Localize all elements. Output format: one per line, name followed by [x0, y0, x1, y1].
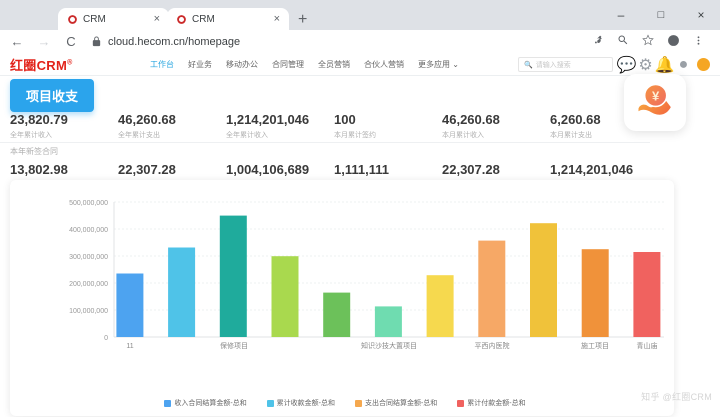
- svg-text:500,000,000: 500,000,000: [69, 200, 108, 207]
- svg-text:100,000,000: 100,000,000: [69, 308, 108, 315]
- svg-text:平西内医院: 平西内医院: [475, 341, 510, 350]
- svg-text:300,000,000: 300,000,000: [69, 254, 108, 261]
- svg-text:¥: ¥: [652, 88, 660, 103]
- svg-text:400,000,000: 400,000,000: [69, 227, 108, 234]
- svg-text:11: 11: [126, 343, 133, 350]
- svg-text:200,000,000: 200,000,000: [69, 281, 108, 288]
- svg-text:知识沙技大置项目: 知识沙技大置项目: [361, 341, 417, 350]
- svg-text:0: 0: [104, 335, 108, 342]
- svg-text:施工项目: 施工项目: [581, 341, 609, 350]
- svg-text:青山庙: 青山庙: [637, 341, 658, 350]
- svg-text:保修项目: 保修项目: [220, 341, 248, 350]
